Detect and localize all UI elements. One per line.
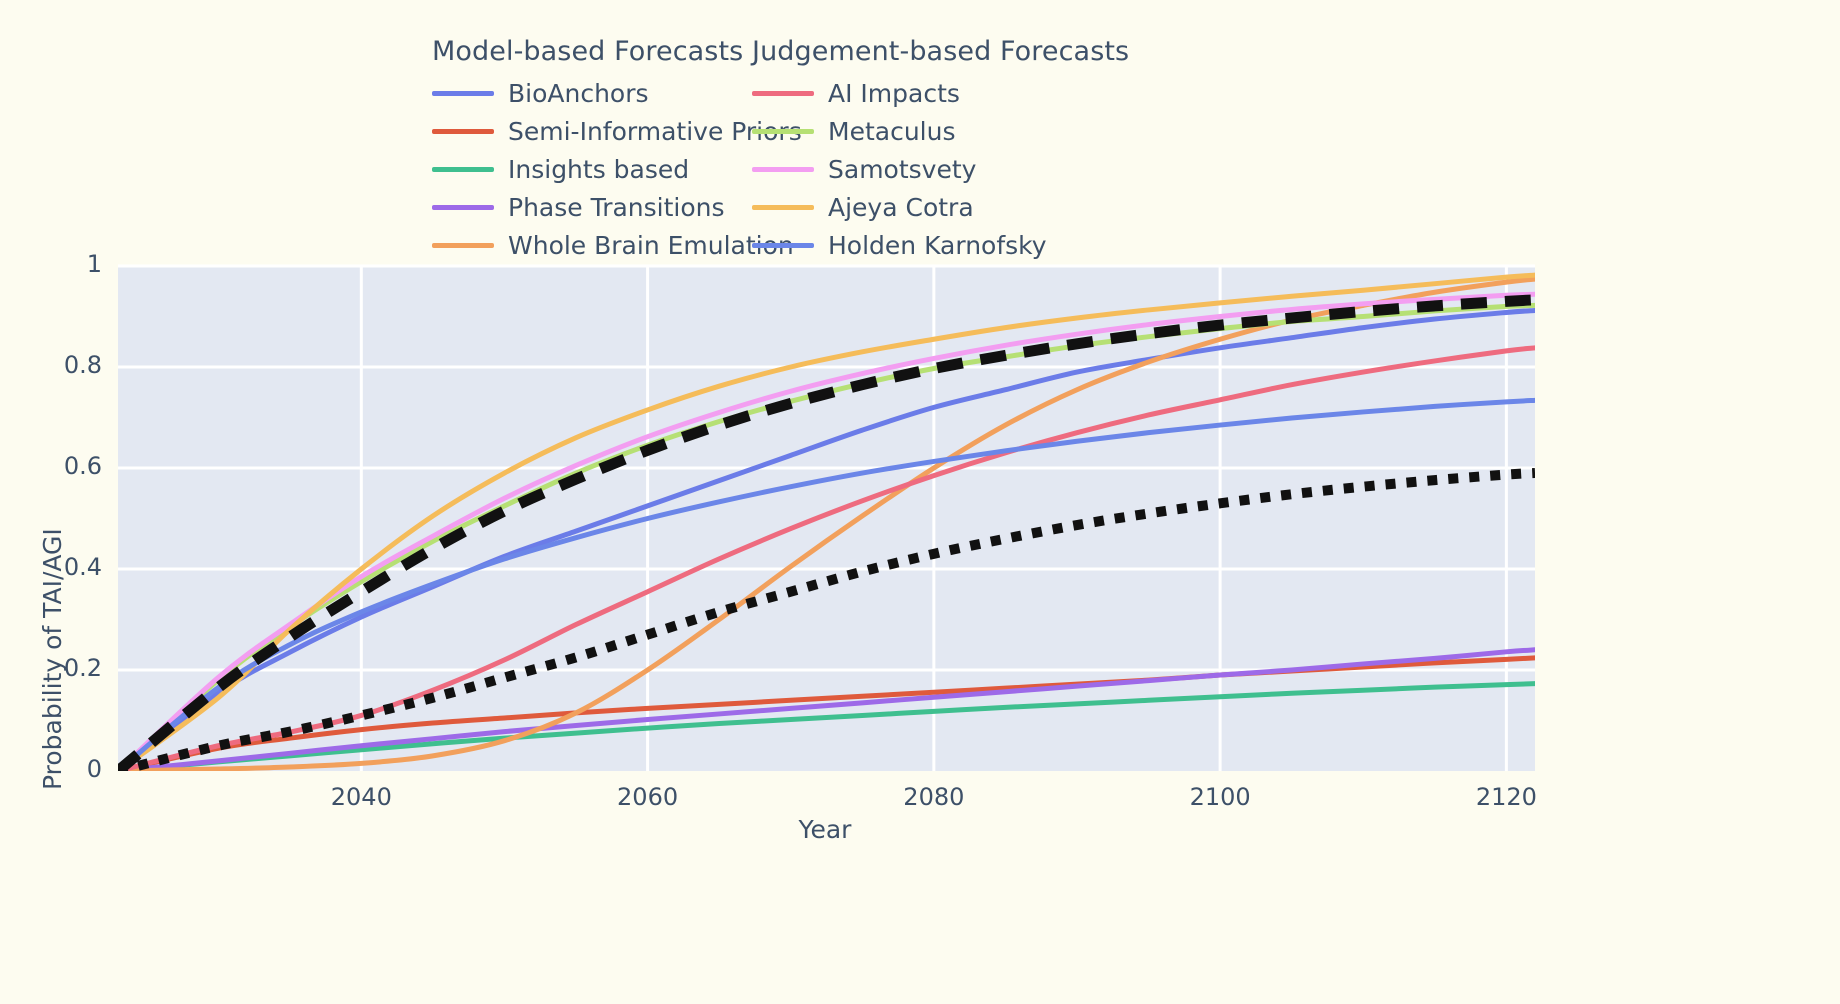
plot-background bbox=[118, 266, 1535, 771]
legend-item-phase-transitions[interactable]: Phase Transitions bbox=[432, 188, 732, 226]
y-tick-0.8: 0.8 bbox=[63, 351, 102, 379]
legend-column-left: BioAnchors Semi-Informative Priors Insig… bbox=[432, 74, 802, 264]
series-line-metaculus bbox=[118, 302, 1535, 771]
legend-swatch-semi-informative-priors bbox=[432, 128, 494, 134]
legend-label-ai-impacts: AI Impacts bbox=[828, 78, 960, 108]
legend-label-phase-transitions: Phase Transitions bbox=[508, 192, 725, 222]
legend-label-holden-karnofsky: Holden Karnofsky bbox=[828, 230, 1047, 260]
y-tick-0.4: 0.4 bbox=[63, 553, 102, 581]
x-tick-2060: 2060 bbox=[617, 783, 679, 811]
legend-swatch-ai-impacts bbox=[752, 90, 814, 96]
legend-label-whole-brain-emulation: Whole Brain Emulation bbox=[508, 230, 794, 260]
series-line-insights-based bbox=[118, 681, 1535, 771]
series-line-samotsvety bbox=[118, 291, 1535, 771]
legend-title-model-based: Model-based Forecasts bbox=[432, 36, 744, 67]
legend-label-ajeya-cotra: Ajeya Cotra bbox=[828, 192, 974, 222]
x-tick-2120: 2120 bbox=[1475, 783, 1537, 811]
legend-label-bioanchors: BioAnchors bbox=[508, 78, 649, 108]
series-line-holden-karnofsky bbox=[118, 397, 1535, 771]
y-tick-0.2: 0.2 bbox=[63, 654, 102, 682]
series-line-bioanchors bbox=[118, 307, 1535, 771]
y-tick-0.6: 0.6 bbox=[63, 452, 102, 480]
legend-item-metaculus[interactable]: Metaculus bbox=[752, 112, 1272, 150]
legend-item-ai-impacts[interactable]: AI Impacts bbox=[752, 74, 1272, 112]
series-lines bbox=[118, 272, 1535, 771]
legend-swatch-holden-karnofsky bbox=[752, 242, 814, 248]
gridlines bbox=[118, 264, 1535, 771]
series-line-ajeya-cotra bbox=[118, 272, 1535, 771]
legend-item-samotsvety[interactable]: Samotsvety bbox=[752, 150, 1272, 188]
y-tick-1: 1 bbox=[86, 250, 102, 278]
y-tick-0: 0 bbox=[86, 755, 102, 783]
series-line-model-based-linear-avg bbox=[118, 468, 1535, 771]
legend-label-samotsvety: Samotsvety bbox=[828, 154, 977, 184]
legend-swatch-bioanchors bbox=[432, 90, 494, 96]
legend-item-whole-brain-emulation[interactable]: Whole Brain Emulation bbox=[432, 226, 794, 264]
series-line-whole-brain-emulation bbox=[118, 276, 1535, 771]
legend-swatch-whole-brain-emulation bbox=[432, 242, 494, 248]
legend-title-judgement-based: Judgement-based Forecasts bbox=[752, 36, 1130, 67]
x-tick-2040: 2040 bbox=[330, 783, 392, 811]
legend-swatch-samotsvety bbox=[752, 166, 814, 172]
legend-swatch-phase-transitions bbox=[432, 204, 494, 210]
legend-column-right: AI Impacts Metaculus Samotsvety Ajeya Co… bbox=[752, 74, 1272, 264]
x-tick-2080: 2080 bbox=[903, 783, 965, 811]
legend-label-insights-based: Insights based bbox=[508, 154, 690, 184]
legend-item-insights-based[interactable]: Insights based bbox=[432, 150, 732, 188]
legend-label-metaculus: Metaculus bbox=[828, 116, 956, 146]
x-tick-2100: 2100 bbox=[1189, 783, 1251, 811]
legend-swatch-ajeya-cotra bbox=[752, 204, 814, 210]
legend-item-ajeya-cotra[interactable]: Ajeya Cotra bbox=[752, 188, 1272, 226]
series-line-phase-transitions bbox=[118, 647, 1535, 771]
legend-item-bioanchors[interactable]: BioAnchors bbox=[432, 74, 732, 112]
x-axis-title: Year bbox=[798, 815, 852, 844]
legend-swatch-insights-based bbox=[432, 166, 494, 172]
legend-swatch-metaculus bbox=[752, 128, 814, 134]
legend-item-holden-karnofsky[interactable]: Holden Karnofsky bbox=[752, 226, 1272, 264]
